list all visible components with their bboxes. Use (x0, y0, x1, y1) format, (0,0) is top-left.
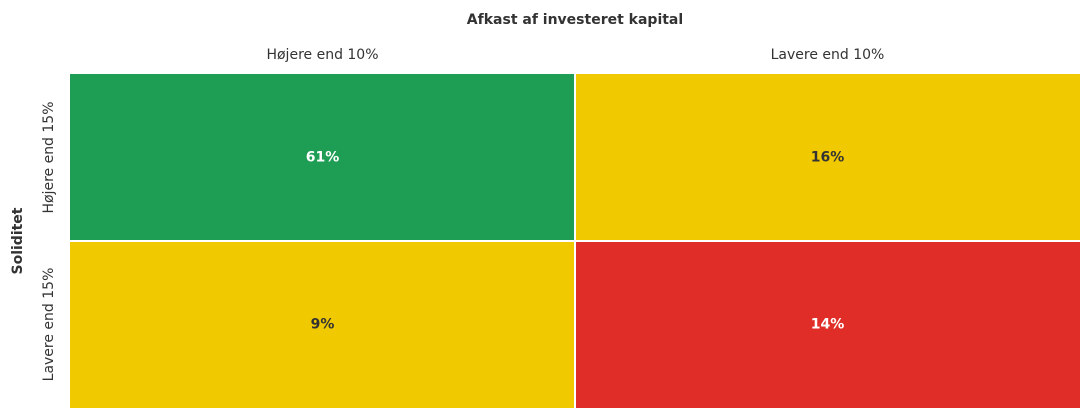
cell-value-label: 9% (311, 317, 335, 333)
cell (70, 242, 574, 408)
cell (70, 74, 574, 240)
row-label: Lavere end 15% (41, 268, 57, 382)
row-label: Højere end 15% (41, 101, 57, 213)
cell-value-label: 61% (306, 150, 340, 166)
y-axis-title: Soliditet (10, 207, 26, 274)
cell (576, 242, 1080, 408)
column-label: Lavere end 10% (771, 47, 885, 63)
cell-value-label: 14% (811, 317, 845, 333)
x-axis-title: Afkast af investeret kapital (467, 12, 683, 28)
cell-value-label: 16% (811, 150, 845, 166)
column-label: Højere end 10% (266, 47, 378, 63)
cell (576, 74, 1080, 240)
